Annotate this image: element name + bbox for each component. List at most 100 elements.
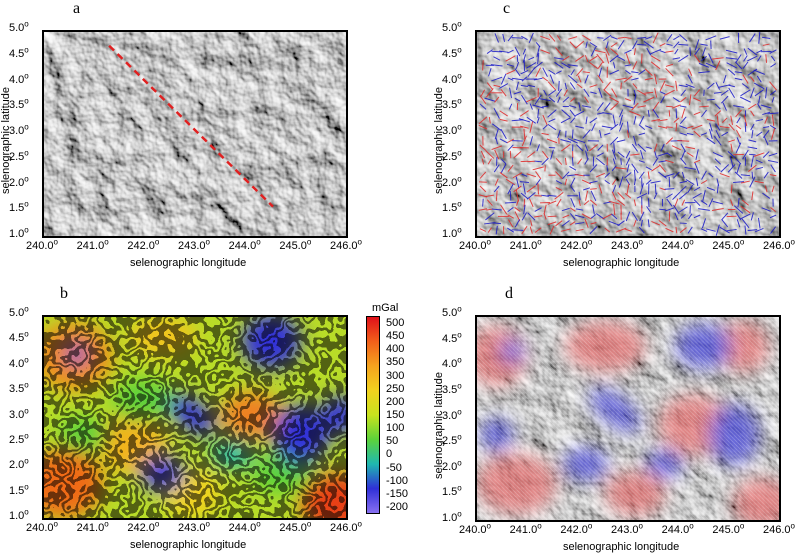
vector-mark bbox=[700, 132, 708, 136]
vector-mark bbox=[578, 199, 581, 206]
vector-mark bbox=[575, 55, 585, 62]
vector-mark bbox=[547, 194, 557, 197]
vector-mark bbox=[758, 95, 761, 104]
vector-mark bbox=[541, 105, 549, 108]
panel-c-x-tick: 244.0o bbox=[661, 237, 694, 252]
vector-mark bbox=[666, 198, 673, 207]
vector-mark bbox=[693, 111, 701, 116]
panel-d-y-tick: 4.5o bbox=[442, 329, 462, 345]
vector-mark bbox=[520, 84, 529, 88]
vector-mark bbox=[500, 128, 507, 140]
vector-mark bbox=[693, 54, 701, 63]
vector-mark bbox=[570, 69, 575, 76]
vector-mark bbox=[680, 105, 687, 108]
vector-mark bbox=[665, 227, 674, 233]
vector-mark bbox=[736, 129, 742, 139]
vector-mark bbox=[679, 116, 687, 125]
vector-mark bbox=[597, 61, 604, 69]
vector-mark bbox=[569, 166, 577, 171]
vector-mark bbox=[536, 117, 540, 124]
vector-mark bbox=[578, 102, 582, 111]
colorbar-tick: 200 bbox=[386, 395, 405, 408]
vector-mark bbox=[706, 186, 716, 191]
vector-mark bbox=[702, 47, 706, 56]
vector-mark bbox=[632, 61, 638, 70]
vector-mark bbox=[605, 53, 610, 64]
vector-mark bbox=[564, 178, 567, 186]
vector-mark bbox=[765, 87, 768, 99]
vector-mark bbox=[730, 199, 734, 206]
vector-mark bbox=[504, 201, 517, 204]
vector-mark bbox=[769, 174, 777, 177]
vector-mark bbox=[547, 81, 557, 91]
vector-mark bbox=[491, 76, 503, 82]
vector-mark bbox=[603, 81, 612, 91]
vector-mark bbox=[487, 158, 492, 165]
vector-mark bbox=[495, 190, 498, 202]
vector-mark bbox=[529, 103, 533, 110]
panel-b-x-tick: 245.0o bbox=[279, 519, 312, 534]
vector-mark bbox=[666, 193, 673, 199]
vector-mark bbox=[514, 68, 521, 77]
vector-mark bbox=[638, 132, 646, 136]
vector-mark bbox=[721, 219, 729, 228]
vector-mark bbox=[672, 191, 681, 200]
vector-mark bbox=[478, 208, 488, 211]
vector-mark bbox=[721, 212, 729, 221]
vector-mark bbox=[750, 110, 755, 117]
panel-a-y-tick: 4.0o bbox=[9, 70, 29, 86]
vector-mark bbox=[575, 40, 585, 49]
vector-mark bbox=[618, 176, 624, 188]
colorbar-unit: mGal bbox=[372, 302, 399, 314]
panel-a-y-tick: 5.0o bbox=[9, 19, 29, 34]
vector-mark bbox=[543, 204, 547, 215]
vector-mark bbox=[625, 70, 631, 75]
vector-mark bbox=[680, 89, 687, 97]
vector-mark bbox=[529, 226, 533, 234]
vector-mark bbox=[494, 33, 499, 43]
vector-mark bbox=[507, 144, 514, 152]
vector-mark bbox=[597, 74, 604, 84]
vector-mark bbox=[769, 124, 777, 130]
vector-mark bbox=[645, 125, 653, 130]
vector-mark bbox=[541, 132, 549, 136]
vector-mark bbox=[674, 212, 679, 221]
vector-mark bbox=[560, 117, 571, 124]
vector-mark bbox=[735, 54, 742, 63]
vector-mark bbox=[725, 49, 738, 54]
vector-mark bbox=[659, 50, 666, 54]
panel-a-x-tick: 244.0o bbox=[228, 237, 261, 252]
vector-mark bbox=[617, 55, 626, 61]
vector-mark bbox=[680, 213, 686, 219]
panel-d-map bbox=[475, 315, 781, 522]
vector-mark bbox=[679, 180, 688, 184]
vector-mark bbox=[479, 228, 487, 232]
vector-mark bbox=[526, 62, 537, 69]
vector-mark bbox=[602, 112, 613, 115]
panel-b-letter: b bbox=[60, 285, 68, 302]
vector-mark bbox=[534, 160, 542, 163]
panel-c-y-tick: 1.5o bbox=[442, 199, 462, 215]
vector-mark bbox=[638, 171, 645, 179]
vector-mark bbox=[500, 163, 507, 173]
vector-mark bbox=[574, 173, 585, 177]
vector-mark bbox=[575, 208, 584, 211]
vector-mark bbox=[701, 109, 707, 118]
vector-mark bbox=[569, 82, 576, 90]
vector-mark bbox=[769, 214, 777, 219]
panel-b-y-tick: 4.0o bbox=[9, 355, 29, 370]
vector-mark bbox=[702, 190, 706, 202]
vector-mark bbox=[654, 183, 657, 195]
vector-mark bbox=[521, 225, 528, 235]
panel-a-y-tick: 3.0o bbox=[9, 122, 29, 137]
vector-mark bbox=[612, 185, 617, 193]
vector-mark bbox=[485, 212, 495, 221]
vector-mark bbox=[668, 176, 671, 188]
vector-mark bbox=[557, 96, 561, 103]
vector-mark bbox=[542, 124, 548, 130]
vector-mark bbox=[735, 124, 742, 130]
vector-mark bbox=[555, 171, 563, 180]
panel-a-ylabel: selenographic latitude bbox=[0, 86, 12, 194]
vector-mark bbox=[561, 144, 571, 152]
vector-mark bbox=[750, 123, 755, 131]
